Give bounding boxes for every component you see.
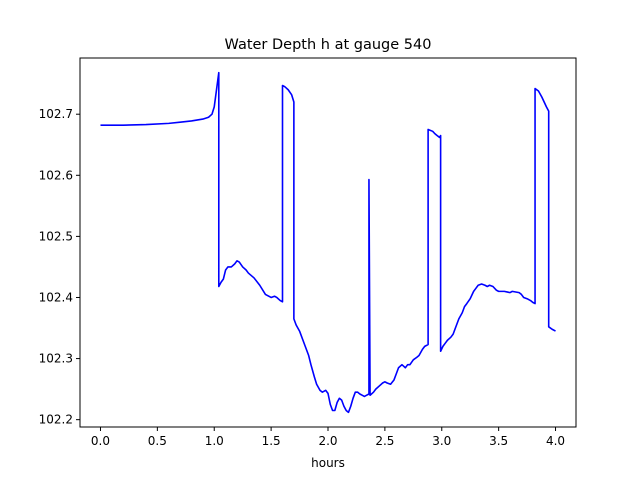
y-tick-label: 102.3 — [39, 352, 73, 366]
y-tick-label: 102.2 — [39, 413, 73, 427]
x-tick-label: 0.0 — [91, 434, 110, 448]
axes-frame — [79, 57, 577, 428]
y-tick-label: 102.5 — [39, 229, 73, 243]
x-tick-label: 1.5 — [262, 434, 281, 448]
x-tick-label: 2.0 — [318, 434, 337, 448]
x-tick-label: 4.0 — [546, 434, 565, 448]
series-line-0 — [100, 71, 556, 414]
y-tick-label: 102.6 — [39, 168, 73, 182]
plot-layer — [100, 71, 556, 414]
x-axis-ticks: 0.0 0.5 1.0 1.5 2.0 2.5 3.0 3.5 4.0 — [91, 427, 565, 448]
x-tick-label: 3.5 — [489, 434, 508, 448]
y-axis-ticks: 102.2 102.3 102.4 102.5 102.6 102.7 — [39, 107, 80, 427]
chart-title: Water Depth h at gauge 540 — [225, 37, 432, 53]
x-tick-label: 0.5 — [148, 434, 167, 448]
x-tick-label: 2.5 — [375, 434, 394, 448]
x-tick-label: 3.0 — [432, 434, 451, 448]
x-tick-label: 1.0 — [205, 434, 224, 448]
y-tick-label: 102.4 — [39, 290, 73, 304]
x-axis-label: hours — [311, 456, 345, 470]
y-tick-label: 102.7 — [39, 107, 73, 121]
